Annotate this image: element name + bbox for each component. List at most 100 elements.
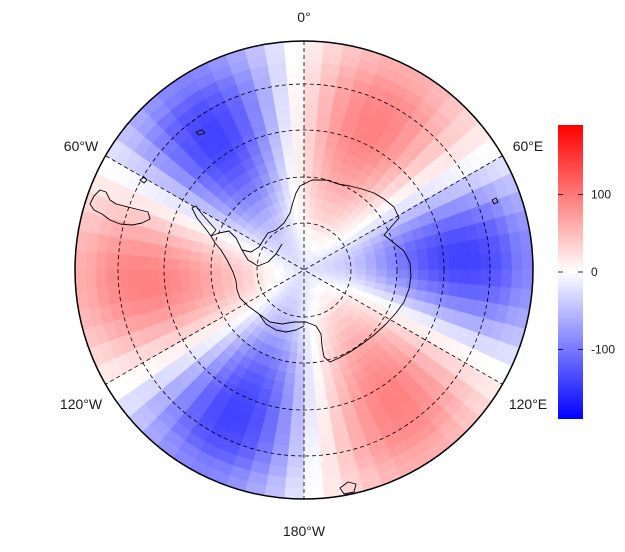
field-cell — [105, 252, 118, 271]
field-cell — [209, 269, 222, 279]
field-cell — [303, 165, 314, 178]
field-cell — [220, 276, 233, 285]
field-cell — [416, 247, 429, 261]
field-cell — [396, 269, 409, 280]
field-cell — [459, 255, 471, 271]
field-cell — [178, 269, 191, 282]
graticule — [105, 41, 503, 499]
falkland-islands — [139, 176, 148, 184]
field-cell — [376, 262, 388, 271]
field-cell — [85, 269, 97, 290]
field-cell — [158, 244, 172, 259]
field-cell — [417, 269, 430, 282]
field-cell — [148, 282, 161, 298]
field-cell — [262, 269, 274, 274]
field-cell — [189, 259, 201, 271]
field-cell — [283, 155, 296, 168]
field-cell — [469, 254, 482, 271]
field-cell — [199, 269, 212, 280]
field-cell — [283, 487, 305, 499]
field-cell — [168, 257, 180, 271]
field-cell — [316, 413, 332, 426]
field-cell — [276, 114, 292, 127]
field-cell — [365, 263, 378, 271]
field-cell — [285, 61, 305, 74]
field-cell — [303, 71, 322, 84]
field-cell — [289, 425, 305, 437]
field-cell — [303, 425, 319, 437]
field-cell — [292, 383, 305, 396]
field-cell — [303, 113, 318, 126]
field-cell — [85, 250, 97, 271]
field-cell — [303, 487, 325, 499]
field-cell — [303, 300, 308, 312]
field-cell — [376, 269, 388, 278]
field-cell — [375, 255, 388, 264]
coastlines — [89, 129, 499, 495]
field-cell — [314, 392, 328, 406]
field-cell — [284, 477, 305, 489]
latitude-circle — [163, 129, 445, 411]
field-cell — [303, 331, 311, 344]
field-cell — [297, 196, 305, 209]
field-cell — [303, 394, 317, 406]
field-cell — [386, 261, 399, 271]
field-cell — [303, 92, 320, 105]
field-cell — [284, 51, 305, 63]
field-cell — [290, 414, 305, 427]
field-cell — [291, 394, 305, 406]
field-cell — [168, 246, 182, 260]
field-cell — [95, 269, 108, 289]
colorbar-ticks: 100 0 -100 — [558, 188, 615, 356]
field-cell — [126, 269, 139, 286]
meridian-60w-120e — [105, 155, 503, 385]
longitude-label-60w: 60°W — [64, 138, 99, 154]
field-cell — [293, 373, 305, 385]
longitude-label-180: 180°W — [283, 523, 326, 539]
field-cell — [395, 251, 409, 263]
field-cell — [511, 250, 523, 271]
colorbar: 100 0 -100 — [558, 125, 615, 419]
field-cell — [280, 134, 294, 148]
field-cell — [147, 256, 160, 271]
field-cell — [303, 186, 312, 198]
field-cell — [283, 41, 305, 53]
field-cell — [295, 175, 305, 188]
field-cell — [303, 362, 314, 375]
map-boundary — [74, 40, 534, 500]
field-cell — [426, 280, 440, 294]
field-cell — [199, 260, 212, 271]
field-cell — [490, 252, 503, 271]
field-cell — [436, 244, 450, 259]
field-cell — [288, 92, 305, 105]
field-cell — [303, 144, 316, 157]
field-cell — [158, 281, 172, 296]
field-cell — [286, 456, 305, 469]
field-cell — [303, 51, 324, 63]
colorbar-tick-label: -100 — [591, 342, 615, 356]
longitude-label-60e: 60°E — [513, 138, 544, 154]
field-cell — [396, 260, 409, 271]
field-cell — [355, 264, 367, 271]
field-cell — [500, 251, 513, 271]
antarctic-peninsula-coastline — [191, 205, 217, 237]
field-cell — [407, 269, 419, 281]
longitude-label-120e: 120°E — [509, 396, 547, 412]
field-cell — [303, 477, 324, 489]
colorbar-tick-label: 100 — [591, 188, 611, 202]
field-cell — [168, 280, 182, 294]
field-cell — [290, 113, 305, 126]
colorbar-tick-label: 0 — [591, 265, 598, 279]
field-cell — [126, 254, 139, 271]
field-cell — [316, 114, 332, 127]
antarctica-coastline — [210, 179, 412, 363]
field-cell — [521, 269, 533, 291]
field-cell — [294, 362, 305, 375]
field-cell — [281, 145, 295, 158]
field-cell — [168, 269, 180, 283]
field-cell — [95, 251, 108, 271]
field-cell — [296, 342, 305, 354]
field-cell — [289, 103, 305, 115]
latitude-label-50: 50° — [306, 456, 324, 470]
field-cell — [469, 269, 482, 286]
